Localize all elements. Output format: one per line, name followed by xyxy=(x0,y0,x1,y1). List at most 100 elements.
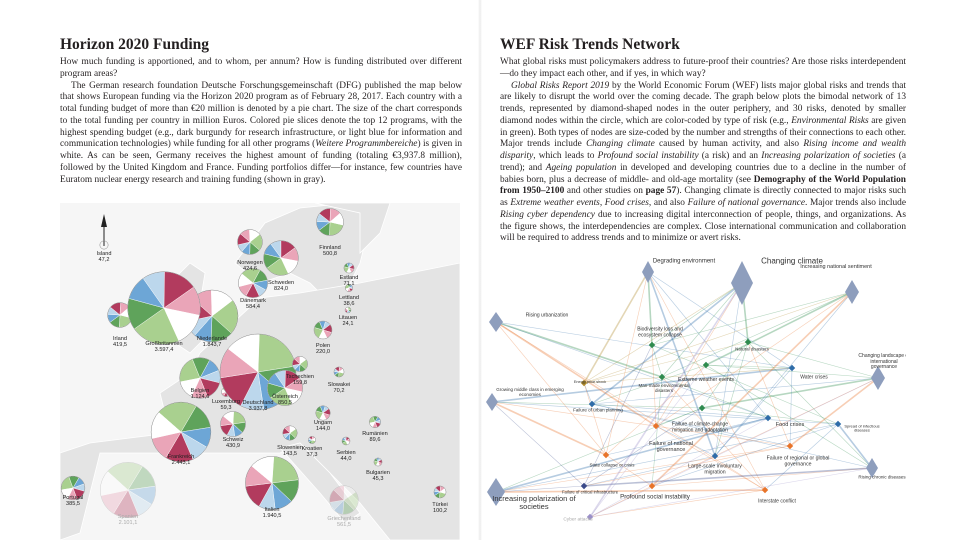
country-name: Niederlande xyxy=(196,336,228,342)
trend-label: Growing middle class in emerging economi… xyxy=(496,387,564,397)
edge xyxy=(605,364,707,456)
pie xyxy=(308,436,316,444)
text-run: caused by human activity, and also xyxy=(654,139,804,150)
text-run: ) is given in white. As can be seen, Ger… xyxy=(60,139,462,185)
country-label: Frankreich 2.443,1 xyxy=(168,454,194,466)
country-label: Griechenland 561,5 xyxy=(327,516,360,528)
article-body: Global Risks Report 2019 by the World Ec… xyxy=(500,81,906,246)
edge xyxy=(655,425,716,457)
pie xyxy=(343,262,355,274)
risk-network: Degrading environment Changing climate Inc… xyxy=(485,250,906,540)
text-run: in developed and developing countries du… xyxy=(500,162,906,185)
pie-outline xyxy=(127,271,201,345)
country-name: Polen xyxy=(315,343,331,349)
pie xyxy=(316,208,344,236)
risk-node xyxy=(788,364,796,372)
country-label: Luxemburg 59,3 xyxy=(212,399,240,411)
country-label: Schweden 824,0 xyxy=(268,280,294,292)
edge xyxy=(647,271,793,369)
pie-outline xyxy=(373,457,383,467)
edge xyxy=(605,417,769,456)
edge xyxy=(583,344,653,487)
risk-node xyxy=(652,422,660,430)
pie-outline xyxy=(99,240,109,250)
risk-label: Interstate conflict xyxy=(758,498,796,505)
edge xyxy=(647,271,769,419)
text-run: The German research foundation Deutsche … xyxy=(60,80,462,150)
country-value: 1.843,7 xyxy=(202,342,222,349)
risk-node xyxy=(786,442,794,450)
pie xyxy=(100,462,156,518)
edge xyxy=(701,407,839,425)
pie xyxy=(179,357,221,399)
pie xyxy=(263,240,299,276)
edge xyxy=(583,291,853,384)
pie xyxy=(315,405,331,421)
pie xyxy=(292,356,308,372)
pie-slice xyxy=(333,485,345,501)
country-value: 59,3 xyxy=(220,405,232,412)
country-value: 144,0 xyxy=(315,426,330,433)
edge xyxy=(589,377,879,518)
text-run: and also xyxy=(651,198,688,208)
map-canvas xyxy=(60,203,460,540)
edge xyxy=(605,271,649,456)
edge xyxy=(495,321,766,491)
edge xyxy=(661,291,853,378)
country-label: Deutschland 3.937,8 xyxy=(242,400,273,412)
edge xyxy=(589,489,766,518)
country-value: 47,2 xyxy=(98,257,110,264)
edge xyxy=(705,291,853,366)
text-run: (a risk) and an xyxy=(698,151,762,161)
edges xyxy=(491,271,879,518)
edge xyxy=(495,417,769,493)
trend-label: Rising chronic diseases xyxy=(858,474,906,480)
edge xyxy=(651,344,839,425)
risk-node xyxy=(698,404,706,412)
country-value: 419,5 xyxy=(113,342,127,349)
pie-outline xyxy=(329,485,359,515)
pie-outline xyxy=(315,405,331,421)
edge xyxy=(655,407,703,427)
country-name: Griechenland xyxy=(327,516,361,522)
edge xyxy=(651,282,743,346)
land-shape xyxy=(314,203,391,254)
risk-node xyxy=(586,513,594,521)
pie-slice xyxy=(100,471,129,496)
country-label: Serbien 44,0 xyxy=(336,450,355,462)
trend-label: Changing climate xyxy=(761,256,823,266)
country-name: Großbritannien xyxy=(145,341,183,347)
trend-label: Changing landscape of international gove… xyxy=(858,352,906,370)
country-value: 70,2 xyxy=(333,388,345,395)
pie xyxy=(99,240,109,250)
pie xyxy=(60,475,86,501)
pie xyxy=(329,485,359,515)
country-value: 500,8 xyxy=(323,251,337,258)
risk-node xyxy=(834,420,842,428)
article-lead: What global risks must policymakers addr… xyxy=(500,57,906,79)
text-run: ). Changing climate is directly connecte… xyxy=(500,186,907,208)
pie-outline xyxy=(292,356,308,372)
edge xyxy=(491,401,791,447)
edge xyxy=(789,367,793,447)
country-value: 424,6 xyxy=(243,266,257,273)
trend-label: Increasing national sentiment xyxy=(800,263,872,270)
edge xyxy=(589,467,873,518)
country-name: Belgien xyxy=(190,388,210,394)
left-article: Horizon 2020 Funding How much funding is… xyxy=(60,35,462,186)
country-value: 100,2 xyxy=(432,508,447,515)
edge xyxy=(764,423,839,491)
edge xyxy=(495,445,791,493)
edge xyxy=(495,321,769,419)
trend-node xyxy=(487,478,505,506)
edge xyxy=(747,341,879,379)
edge xyxy=(714,367,793,457)
pie-outline xyxy=(343,262,355,274)
edge xyxy=(661,376,769,419)
country-label: Litauen 24,1 xyxy=(339,315,357,327)
country-label: Spanien 2.101,1 xyxy=(118,514,139,526)
pie xyxy=(267,370,303,406)
country-name: Frankreich xyxy=(167,454,195,460)
risk-node xyxy=(588,400,596,408)
country-value: 143,5 xyxy=(283,451,297,458)
